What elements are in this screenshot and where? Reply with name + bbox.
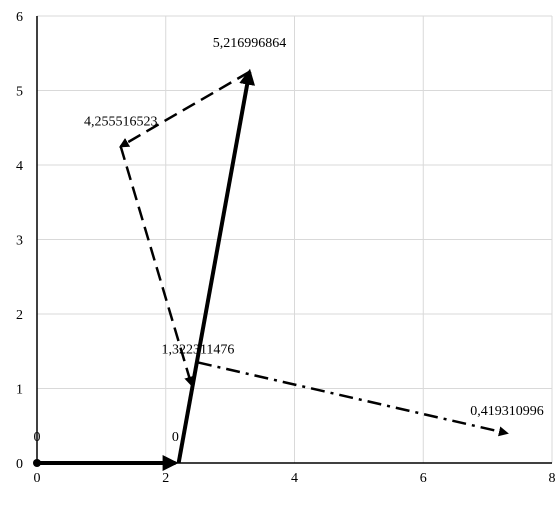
x-tick-label: 8 bbox=[549, 471, 556, 486]
x-tick-label: 0 bbox=[34, 471, 41, 486]
data-label: 4,255516523 bbox=[84, 114, 158, 129]
data-label: 0,419310996 bbox=[470, 404, 544, 419]
x-tick-label: 4 bbox=[291, 471, 298, 486]
tick-labels: 0 2 4 6 8 0 1 2 3 4 5 6 bbox=[16, 10, 556, 486]
origin-point bbox=[33, 459, 41, 467]
data-label: 0 bbox=[172, 430, 179, 445]
x-tick-label: 2 bbox=[162, 471, 169, 486]
y-tick-label: 4 bbox=[16, 159, 23, 174]
grid-lines bbox=[37, 15, 553, 463]
series-line-5 bbox=[197, 361, 509, 437]
series-lines bbox=[33, 68, 509, 471]
y-tick-label: 2 bbox=[16, 308, 23, 323]
x-tick-label: 6 bbox=[420, 471, 427, 486]
data-label: 5,216996864 bbox=[213, 36, 287, 51]
series-line-3 bbox=[118, 70, 251, 148]
y-tick-label: 3 bbox=[16, 234, 23, 249]
y-tick-label: 1 bbox=[16, 383, 23, 398]
data-labels: 0 0 5,216996864 4,255516523 1,322311476 0,419… bbox=[34, 36, 544, 445]
y-tick-label: 0 bbox=[16, 457, 23, 472]
data-label: 1,322311476 bbox=[161, 342, 234, 357]
y-tick-label: 5 bbox=[16, 85, 23, 100]
y-tick-label: 6 bbox=[16, 10, 23, 25]
data-label: 0 bbox=[34, 430, 41, 445]
series-line-2 bbox=[176, 68, 256, 464]
